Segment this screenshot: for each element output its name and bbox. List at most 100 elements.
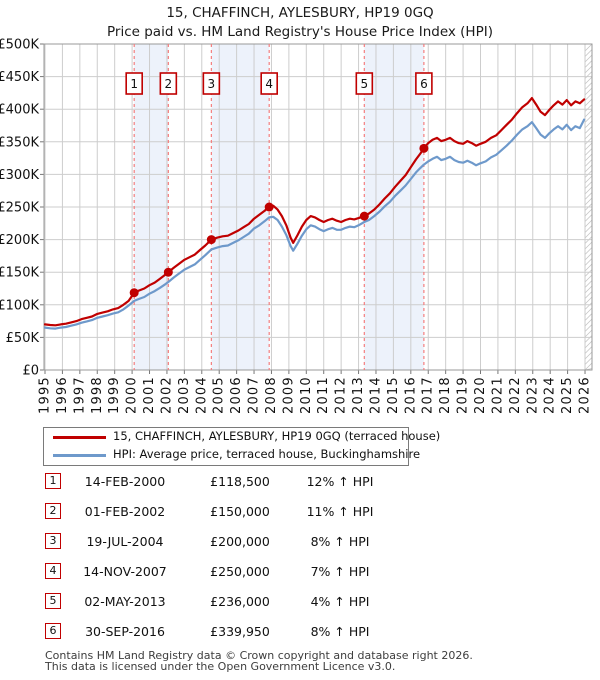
future-hatch-line (584, 82, 593, 90)
future-hatch-line (584, 214, 593, 222)
y-axis-label: £350K (0, 135, 39, 150)
sale-flag-number: 6 (420, 77, 428, 91)
future-hatch-line (584, 302, 593, 310)
future-hatch-line (584, 362, 593, 371)
y-axis-label: £500K (0, 38, 39, 53)
sale-row-1: 1 14-FEB-2000 £118,500 12% ↑ HPI (0, 473, 600, 491)
future-hatch-line (584, 142, 593, 151)
license-footer: Contains HM Land Registry data © Crown c… (45, 650, 473, 672)
sale-price: £150,000 (210, 504, 270, 519)
future-hatch-line (584, 109, 593, 118)
sale-hpi-delta: 12% ↑ HPI (306, 474, 374, 489)
sale-flag-3[interactable] (202, 72, 221, 95)
sale-row-2: 2 01-FEB-2002 £150,000 11% ↑ HPI (0, 503, 600, 521)
sale-flag-1[interactable] (125, 72, 143, 95)
future-hatch-line (584, 280, 593, 288)
sale-price: £118,500 (210, 474, 270, 489)
sale-date: 30-SEP-2016 (85, 624, 165, 639)
legend-row-property: 15, CHAFFINCH, AYLESBURY, HP19 0GQ (terr… (44, 428, 440, 446)
x-axis-label: 2012 (334, 376, 349, 414)
future-hatch-line (584, 181, 593, 189)
page-title: 15, CHAFFINCH, AYLESBURY, HP19 0GQ Price… (0, 4, 600, 42)
sale-number-badge: 1 (45, 473, 61, 489)
x-axis-label: 2022 (508, 376, 523, 414)
future-hatch-line (584, 285, 593, 294)
future-hatch-line (584, 115, 593, 123)
sale-hpi-delta: 4% ↑ HPI (310, 594, 370, 609)
footer-line-1: Contains HM Land Registry data © Crown c… (45, 649, 473, 662)
sale-hpi-delta: 8% ↑ HPI (310, 534, 370, 549)
sale-hpi-delta: 8% ↑ HPI (310, 624, 370, 639)
future-hatch-line (584, 153, 593, 162)
legend-label-property: 15, CHAFFINCH, AYLESBURY, HP19 0GQ (terr… (113, 429, 441, 443)
future-hatch-line (584, 137, 593, 145)
sale-marker-3[interactable] (206, 235, 216, 245)
x-axis-label: 2011 (316, 376, 331, 414)
future-hatch-line (584, 98, 593, 107)
sale-row-5: 5 02-MAY-2013 £236,000 4% ↑ HPI (0, 593, 600, 611)
future-hatch-line (584, 329, 593, 338)
future-hatch-line (584, 291, 593, 299)
future-hatch-line (584, 318, 593, 327)
future-hatch-line (584, 340, 593, 349)
sale-row-4: 4 14-NOV-2007 £250,000 7% ↑ HPI (0, 563, 600, 581)
x-axis-label: 2017 (421, 376, 436, 414)
sale-date: 14-FEB-2000 (84, 474, 166, 489)
sale-number-badge: 3 (45, 533, 61, 549)
sale-row-6: 6 30-SEP-2016 £339,950 8% ↑ HPI (0, 623, 600, 641)
x-axis-label: 1998 (90, 376, 105, 414)
price-line (43, 96, 586, 327)
x-axis-label: 2008 (264, 376, 279, 414)
title-address: 15, CHAFFINCH, AYLESBURY, HP19 0GQ (166, 5, 434, 21)
future-hatch-line (584, 104, 593, 112)
future-hatch-line (584, 324, 593, 332)
sale-flag-4[interactable] (260, 72, 278, 95)
future-hatch-line (584, 351, 593, 360)
sale-marker-6[interactable] (419, 143, 429, 153)
sale-date: 19-JUL-2004 (86, 534, 164, 549)
x-axis-label: 2009 (281, 376, 296, 414)
future-hatch-line (584, 54, 593, 63)
sale-flag-5[interactable] (355, 72, 374, 95)
hpi-line (43, 118, 586, 330)
future-hatch-line (584, 148, 593, 156)
future-hatch-line (584, 76, 593, 85)
sale-price: £200,000 (210, 534, 270, 549)
future-hatch-line (584, 186, 593, 195)
future-hatch-line (584, 192, 593, 200)
sale-flag-2[interactable] (159, 72, 178, 95)
future-hatch-line (584, 307, 593, 316)
x-axis-label: 2002 (159, 376, 174, 414)
x-axis-label: 2015 (386, 376, 401, 414)
future-hatch-line (584, 126, 593, 134)
price-history-chart: 1 2 3 4 5 6 £0 £50K £100K £150K £200K £250K £300K £35… (0, 38, 593, 415)
x-axis-label: 2019 (456, 376, 471, 414)
future-hatch-line (584, 120, 593, 129)
y-axis-label: £50K (6, 331, 40, 346)
sale-marker-4[interactable] (264, 202, 274, 212)
x-axis-label: 1995 (38, 376, 53, 414)
price-line-swatch (53, 436, 106, 439)
sale-marker-5[interactable] (359, 211, 369, 221)
future-hatch-line (584, 164, 593, 173)
title-subtitle: Price paid vs. HM Land Registry's House … (107, 24, 493, 40)
x-axis-label: 2021 (490, 376, 505, 414)
x-axis-label: 1997 (72, 376, 87, 414)
sale-number-badge: 5 (45, 593, 61, 609)
future-hatch-line (584, 346, 593, 354)
future-hatch-line (584, 131, 593, 140)
x-axis-label: 1996 (55, 376, 70, 414)
sale-marker-1[interactable] (129, 288, 139, 298)
sale-number-badge: 6 (45, 623, 61, 639)
sale-date: 01-FEB-2002 (84, 504, 166, 519)
sale-flag-6[interactable] (415, 72, 433, 95)
sale-hpi-delta: 11% ↑ HPI (306, 504, 374, 519)
sale-marker-2[interactable] (163, 267, 173, 277)
sale-flag-number: 3 (208, 77, 216, 91)
sale-flag-number: 4 (265, 77, 273, 91)
future-hatch-line (584, 197, 593, 206)
future-hatch-line (584, 87, 593, 96)
y-axis-label: £200K (0, 233, 39, 248)
y-axis-label: £150K (0, 266, 39, 281)
